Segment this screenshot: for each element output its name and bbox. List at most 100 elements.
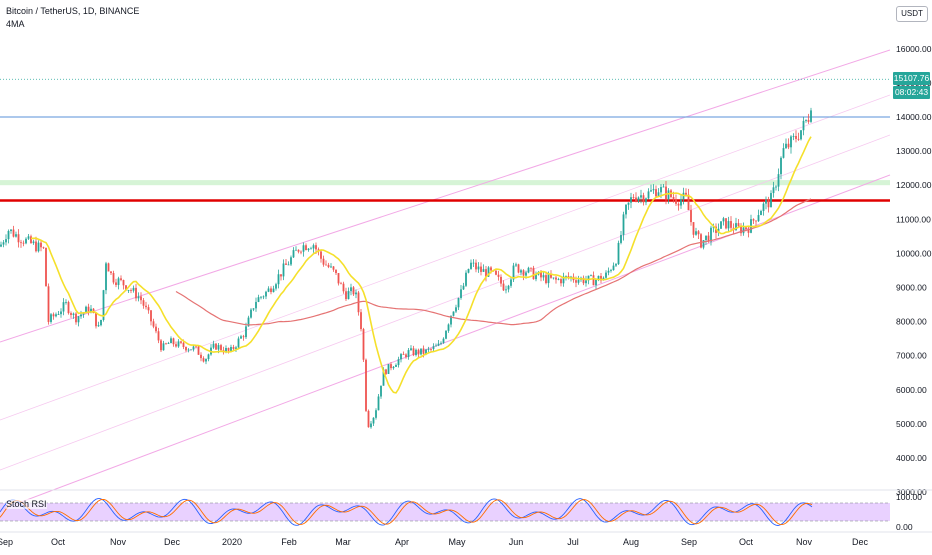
indicator-label: 4MA [6,19,25,29]
candle-body [307,248,310,251]
candle-body [510,279,512,286]
candle-body [640,195,642,198]
candle-body [785,143,787,149]
time-tick-label: Sep [681,537,697,547]
candle-body [795,136,797,139]
price-tick-label: 16000.00 [896,44,932,54]
time-tick-label: 2020 [222,537,242,547]
candle-body [417,349,420,355]
ma-slow-line [175,198,812,326]
candle-body [150,310,152,322]
candle-body [582,277,585,284]
candle-body [745,227,747,229]
candle-body [265,291,267,297]
candle-body [367,410,370,428]
candle-body [7,231,10,240]
candle-body [257,297,260,302]
candle-body [22,242,25,244]
candle-body [382,369,385,386]
candle-body [167,343,170,344]
candle-body [152,321,155,327]
candle-body [122,280,125,286]
candle-body [630,197,632,203]
candle-body [790,136,792,148]
candle-body [762,203,765,211]
candle-body [775,186,777,188]
candle-body [757,215,760,222]
candle-body [657,192,660,197]
candle-body [27,236,30,239]
candle-body [607,270,610,273]
candle-body [402,354,405,355]
candle-body [495,270,497,275]
candle-body [650,190,652,192]
candle-body [560,279,562,284]
candle-body [30,236,32,244]
candle-body [2,242,5,245]
candle-body [610,270,612,271]
candle-body [760,210,762,216]
currency-button[interactable]: USDT [896,6,928,22]
candle-body [412,348,415,356]
candle-body [797,138,800,140]
symbol-title: Bitcoin / TetherUS, 1D, BINANCE [6,6,140,16]
candle-body [310,248,312,250]
candle-body [175,344,177,347]
candle-body [627,202,630,205]
candle-body [10,229,12,232]
candle-body [635,197,637,201]
candle-body [217,345,220,350]
candle-body [395,365,397,367]
channel-lower-line [0,174,891,511]
candle-body [290,257,292,265]
candle-body [85,306,87,313]
candle-body [232,346,235,349]
candle-body [295,249,297,251]
candle-body [197,346,200,355]
candle-body [585,280,587,284]
candle-body [505,289,507,291]
candle-body [452,311,455,316]
candle-body [65,302,67,303]
candle-body [457,297,460,308]
candle-body [677,203,680,206]
candle-body [552,277,555,279]
candle-body [507,285,510,290]
candle-body [515,264,517,266]
candle-body [287,264,290,266]
candle-body [415,349,417,356]
candle-body [67,302,70,314]
time-tick-label: Dec [164,537,181,547]
candle-body [365,359,367,411]
candle-body [780,157,782,175]
candle-body [435,345,437,347]
candle-body [722,218,725,222]
candle-body [325,264,327,266]
ma-fast-line [30,136,812,394]
green-zone [0,180,890,186]
candle-body [282,263,285,277]
candle-body [692,222,695,235]
candle-body [165,343,167,345]
candle-body [192,346,195,350]
candle-body [590,275,592,277]
candle-body [782,148,785,158]
candle-body [95,313,97,327]
candle-body [372,417,375,424]
candle-body [675,198,677,204]
candle-body [285,263,287,265]
candle-body [207,354,210,360]
candle-body [400,354,402,360]
candle-body [690,210,692,223]
candle-body [777,174,780,187]
candle-body [305,245,307,251]
candle-body [767,199,770,208]
candle-body [447,324,450,331]
candle-body [32,241,35,244]
candle-body [137,296,140,299]
candle-body [702,240,705,248]
candle-body [680,199,682,206]
candle-body [470,262,472,269]
candle-body [180,341,182,343]
